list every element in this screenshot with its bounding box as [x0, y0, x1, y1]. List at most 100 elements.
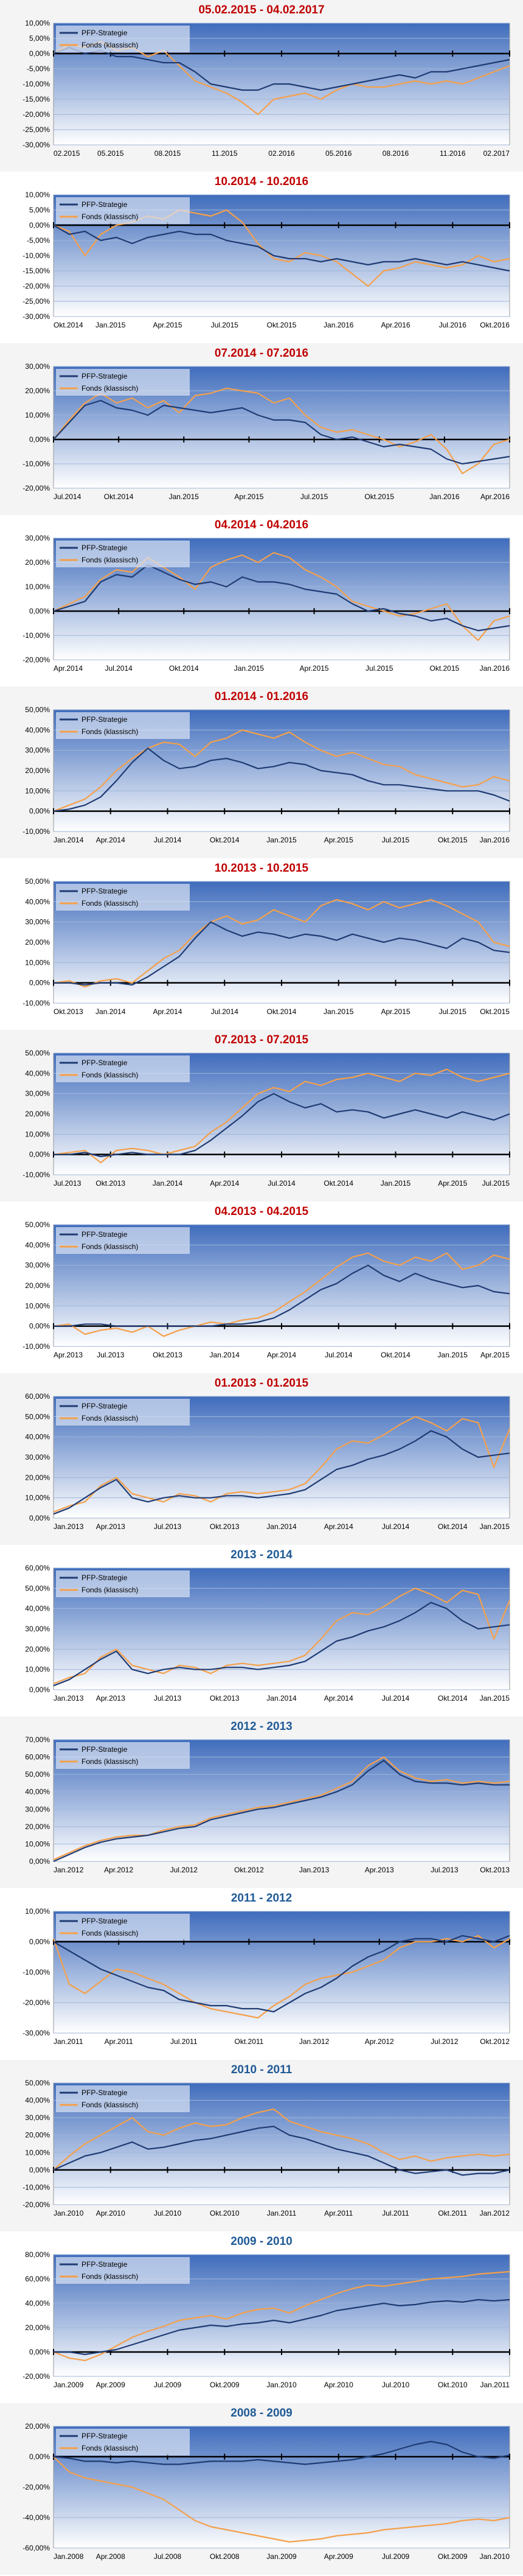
legend: PFP-Strategie Fonds (klassisch)	[56, 541, 190, 567]
series-line-strategy	[53, 1601, 510, 1687]
legend-label: PFP-Strategie	[81, 1230, 128, 1239]
x-tick-label: Okt.2014	[104, 492, 134, 501]
x-tick-label: Okt.2014	[438, 1522, 468, 1531]
y-tick-label: -30,00%	[23, 141, 50, 149]
y-tick-label: 10,00%	[25, 1130, 50, 1138]
x-tick-label: Jan.2011	[480, 2381, 510, 2389]
y-tick-label: -20,00%	[23, 282, 50, 290]
series-line-strategy	[54, 1093, 510, 1158]
x-tick-label: Okt.2012	[234, 1866, 264, 1874]
x-tick-label: Jul.2013	[154, 1522, 182, 1531]
series-line-fund	[53, 2108, 510, 2171]
y-tick-label: 30,00%	[25, 1453, 50, 1461]
legend-label: Fonds (klassisch)	[81, 2444, 138, 2452]
x-tick-label: Jan.2015	[95, 321, 126, 329]
y-tick-label: 10,00%	[25, 411, 50, 419]
x-tick-label: Apr.2015	[300, 664, 329, 673]
y-tick-label: 30,00%	[25, 1805, 50, 1813]
y-tick-label: 0,00%	[29, 2166, 50, 2174]
x-tick-label: Jan.2015	[169, 492, 199, 501]
legend-label: Fonds (klassisch)	[81, 1586, 138, 1594]
x-tick-label: Apr.2016	[480, 492, 510, 501]
legend-label: Fonds (klassisch)	[81, 2101, 138, 2109]
chart-block: 10.2014 - 10.2016 10,00% 5,00% 0,00% -5,00% -…	[0, 172, 523, 343]
x-tick-label: Jul.2012	[170, 1866, 198, 1874]
y-tick-label: 40,00%	[25, 726, 50, 734]
legend-box	[56, 2085, 190, 2112]
x-tick-label: Jan.2011	[267, 2209, 297, 2217]
chart-block: 04.2013 - 04.2015 50,00% 40,00% 30,00% 20,00…	[0, 1202, 523, 1373]
series-line-fund	[53, 729, 510, 812]
legend: PFP-Strategie Fonds (klassisch)	[56, 1399, 190, 1426]
y-tick-label: 10,00%	[25, 1665, 50, 1674]
y-tick-label: 20,00%	[25, 387, 50, 395]
x-tick-label: Apr.2011	[324, 2209, 353, 2217]
line-chart: 50,00% 40,00% 30,00% 20,00% 10,00% 0,00% -10,0…	[23, 1220, 510, 1359]
series-line-strategy	[53, 225, 510, 272]
x-tick-label: Jul.2014	[382, 1522, 410, 1531]
legend: PFP-Strategie Fonds (klassisch)	[56, 1742, 190, 1769]
legend-label: PFP-Strategie	[81, 29, 128, 37]
x-tick-label: Okt.2011	[235, 2037, 264, 2046]
series-line-fund	[53, 1587, 511, 1685]
y-tick-label: -10,00%	[23, 631, 50, 640]
chart-title: 2010 - 2011	[230, 2063, 293, 2076]
x-tick-label: Jan.2016	[429, 492, 460, 501]
y-tick-label: 20,00%	[25, 1473, 50, 1482]
series-line-strategy	[53, 2126, 510, 2176]
x-tick-label: Apr.2014	[96, 836, 125, 844]
legend-label: Fonds (klassisch)	[81, 384, 138, 393]
y-tick-label: 20,00%	[25, 2323, 50, 2332]
line-chart: 10,00% 0,00% -10,00% -20,00% -30,00% Jan.2011…	[23, 1907, 510, 2046]
x-tick-label: Okt.2008	[210, 2552, 240, 2561]
x-tick-label: Apr.2013	[365, 1866, 394, 1874]
legend: PFP-Strategie Fonds (klassisch)	[56, 1570, 190, 1597]
legend-label: PFP-Strategie	[81, 1402, 128, 1410]
legend-box	[56, 2257, 190, 2284]
x-tick-label: Apr.2014	[54, 664, 83, 673]
y-tick-label: 40,00%	[25, 2299, 50, 2308]
line-chart: 50,00% 40,00% 30,00% 20,00% 10,00% 0,00% -10,0…	[23, 2079, 510, 2217]
y-tick-label: -20,00%	[23, 656, 50, 664]
y-tick-label: 40,00%	[25, 1605, 50, 1613]
y-tick-label: 20,00%	[25, 2131, 50, 2140]
legend: PFP-Strategie Fonds (klassisch)	[56, 2429, 190, 2455]
x-tick-label: 08.2015	[154, 149, 181, 158]
x-tick-label: Okt.2015	[364, 492, 394, 501]
y-tick-label: 30,00%	[25, 2113, 50, 2122]
x-tick-label: Jul.2014	[154, 836, 182, 844]
legend-label: PFP-Strategie	[81, 2260, 128, 2269]
y-tick-label: 30,00%	[25, 1625, 50, 1633]
y-tick-label: 20,00%	[25, 938, 50, 947]
x-tick-label: Jul.2011	[170, 2037, 198, 2046]
y-tick-label: -25,00%	[23, 297, 50, 306]
series-line-fund	[53, 387, 510, 475]
legend-label: Fonds (klassisch)	[81, 1414, 138, 1423]
legend: PFP-Strategie Fonds (klassisch)	[56, 26, 190, 52]
y-tick-label: 0,00%	[29, 607, 50, 615]
legend: PFP-Strategie Fonds (klassisch)	[56, 1227, 190, 1254]
x-tick-label: Jan.2015	[266, 836, 297, 844]
y-tick-label: 0,00%	[29, 1685, 50, 1694]
x-tick-label: Apr.2009	[324, 2552, 353, 2561]
chart-title: 2013 - 2014	[230, 1549, 293, 1561]
chart-block: 04.2014 - 04.2016 30,00% 20,00% 10,00% 0,00%…	[0, 515, 523, 687]
x-tick-label: Okt.2015	[430, 664, 460, 673]
series-line-strategy	[54, 921, 510, 986]
x-tick-label: Okt.2014	[54, 321, 83, 329]
series-line-strategy	[53, 46, 510, 91]
y-tick-label: 60,00%	[25, 1392, 50, 1401]
y-tick-label: 40,00%	[25, 2096, 50, 2105]
x-tick-label: Apr.2013	[96, 1694, 125, 1703]
x-tick-label: Apr.2015	[324, 836, 353, 844]
y-tick-label: 10,00%	[25, 2148, 50, 2157]
y-tick-label: 70,00%	[25, 1735, 50, 1744]
x-tick-label: Apr.2014	[267, 1351, 296, 1359]
chart-block: 05.02.2015 - 04.02.2017 10,00% 5,00% 0,00% -…	[0, 0, 523, 172]
y-tick-label: 10,00%	[25, 1494, 50, 1502]
x-tick-label: Jan.2011	[54, 2037, 83, 2046]
y-tick-label: 10,00%	[25, 191, 50, 199]
x-tick-label: Jul.2015	[482, 1179, 510, 1188]
y-tick-label: -10,00%	[23, 827, 50, 836]
y-tick-label: 0,00%	[29, 1322, 50, 1331]
